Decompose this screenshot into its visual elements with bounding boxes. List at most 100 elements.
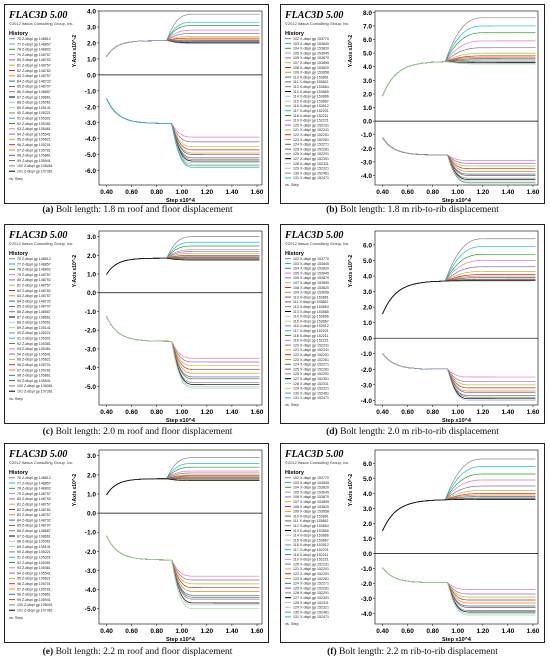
lower-series-line bbox=[106, 316, 260, 389]
x-tick-label: 1.60 bbox=[527, 628, 540, 635]
legend-entry: 114 X-displ gp 153866 bbox=[293, 534, 329, 538]
legend-entry: 126 X-displ gp 152291 bbox=[293, 152, 329, 156]
x-tick-label: 1.40 bbox=[226, 409, 239, 416]
x-tick-label: 0.60 bbox=[401, 628, 414, 635]
legend-entry: 126 X-displ gp 152291 bbox=[293, 591, 329, 595]
legend-vs-step: vs. Step bbox=[285, 403, 299, 407]
y-tick-label: 4.0 bbox=[87, 9, 96, 16]
legend-entry: 102 X-displ gp 153770 bbox=[293, 257, 329, 261]
legend-entry: 94 Z-displ gp 105541 bbox=[17, 352, 51, 356]
legend-entry: 87 Z-displ gp 108661 bbox=[17, 315, 51, 319]
y-tick-label: 0.0 bbox=[363, 119, 372, 126]
upper-series-line bbox=[382, 280, 536, 315]
x-tick-label: 1.00 bbox=[451, 628, 464, 635]
legend-entry: 123 X-displ gp 152261 bbox=[293, 358, 329, 362]
legend-entry: 117 X-displ gp 152201 bbox=[293, 329, 329, 333]
legend-vs-step: vs. Step bbox=[9, 616, 23, 620]
legend-entry: 106 X-displ gp 153870 bbox=[293, 56, 329, 60]
x-tick-label: 1.00 bbox=[175, 628, 188, 635]
legend-entry: 130 X-displ gp 152461 bbox=[293, 610, 329, 614]
legend-entry: 129 X-displ gp 152321 bbox=[293, 606, 329, 610]
legend-entry: 90 Z-displ gp 105221 bbox=[17, 331, 51, 335]
legend-entry: 116 X-displ gp 153912 bbox=[293, 104, 329, 108]
legend-entry: 125 X-displ gp 152281 bbox=[293, 367, 329, 371]
legend-entry: 113 X-displ gp 153865 bbox=[293, 90, 329, 94]
legend-entry: 113 X-displ gp 153865 bbox=[293, 310, 329, 314]
x-tick-label: 1.20 bbox=[201, 409, 214, 416]
header-copyright: ©2012 Itasca Consulting Group, Inc. bbox=[9, 460, 74, 465]
x-tick-label: 1.40 bbox=[502, 628, 515, 635]
legend-entry: 89 Z-displ gp 105141 bbox=[17, 326, 51, 330]
upper-series-line bbox=[382, 277, 536, 315]
legend-entry: 97 Z-displ gp 105781 bbox=[17, 587, 51, 591]
caption-b: (b) Bolt length: 1.8 m rib-to-rib displa… bbox=[326, 205, 499, 215]
legend-entry: 121 X-displ gp 152241 bbox=[293, 567, 329, 571]
lower-series-line bbox=[106, 535, 260, 581]
legend-entry: 104 X-displ gp 153820 bbox=[293, 267, 329, 271]
legend-entry: 101 Z-displ gp 107361 bbox=[17, 390, 53, 394]
x-tick-label: 0.40 bbox=[100, 628, 113, 635]
lower-series-line bbox=[382, 137, 536, 164]
upper-series-line bbox=[106, 478, 260, 496]
header-title: FLAC3D 5.00 bbox=[284, 449, 343, 460]
y-tick-label: -2.0 bbox=[85, 328, 97, 335]
header-title: FLAC3D 5.00 bbox=[284, 10, 343, 21]
lower-series-line bbox=[106, 316, 260, 374]
lower-series-line bbox=[382, 353, 536, 378]
x-tick-label: 1.40 bbox=[226, 628, 239, 635]
lower-series-line bbox=[382, 567, 536, 608]
legend-entry: 89 Z-displ gp 105141 bbox=[17, 545, 51, 549]
y-tick-label: 0.0 bbox=[363, 336, 372, 343]
lower-series-line bbox=[106, 535, 260, 596]
y-tick-label: 7.0 bbox=[363, 23, 372, 30]
history-label: History bbox=[9, 470, 29, 476]
y-tick-label: -3.0 bbox=[361, 596, 373, 603]
lower-series-line bbox=[106, 316, 260, 387]
plot-frame bbox=[98, 230, 263, 406]
x-axis-label: Step x10^4 bbox=[442, 418, 472, 424]
legend-entry: 110 X-displ gp 153861 bbox=[293, 514, 329, 518]
legend-entry: 118 X-displ gp 152211 bbox=[293, 553, 328, 557]
legend-entry: 96 Z-displ gp 105701 bbox=[17, 582, 51, 586]
upper-series-line bbox=[382, 496, 536, 531]
legend-entry: 95 Z-displ gp 105621 bbox=[17, 138, 51, 142]
y-tick-label: 2.0 bbox=[87, 253, 96, 260]
legend-vs-step: vs. Step bbox=[285, 622, 299, 626]
legend-entry: 79 Z-displ gp 148757 bbox=[17, 492, 51, 496]
upper-series-line bbox=[106, 40, 260, 57]
legend-entry: 107 X-displ gp 153895 bbox=[293, 281, 329, 285]
y-tick-label: 3.0 bbox=[363, 289, 372, 296]
lower-series-line bbox=[382, 567, 536, 590]
upper-series-line bbox=[382, 473, 536, 531]
legend-entry: 117 X-displ gp 152201 bbox=[293, 109, 329, 113]
legend-entry: 125 X-displ gp 152281 bbox=[293, 147, 329, 151]
legend-entry: 112 X-displ gp 153664 bbox=[293, 305, 329, 309]
header-title: FLAC3D 5.00 bbox=[284, 230, 343, 241]
legend-entry: 99 Z-displ gp 105941 bbox=[17, 379, 51, 383]
legend-entry: 83 Z-displ gp 148757 bbox=[17, 513, 51, 517]
legend-entry: 106 X-displ gp 153870 bbox=[293, 276, 329, 280]
x-tick-label: 0.40 bbox=[100, 409, 113, 416]
y-axis-label: Y-Axis x10^-2 bbox=[72, 35, 78, 68]
x-tick-label: 1.20 bbox=[477, 409, 490, 416]
legend-entry: 131 X-displ gp 152471 bbox=[293, 176, 329, 180]
chart-panel-e: FLAC3D 5.00 ©2012 Itasca Consulting Group… bbox=[4, 443, 269, 643]
legend-entry: 76 Z-displ gp 148812 bbox=[17, 257, 51, 261]
legend-entry: 115 X-displ gp 153867 bbox=[293, 319, 329, 323]
legend-entry: 94 Z-displ gp 105541 bbox=[17, 132, 51, 136]
x-tick-label: 0.40 bbox=[376, 189, 389, 196]
y-tick-label: -1.0 bbox=[85, 88, 97, 95]
legend-entry: 115 X-displ gp 153867 bbox=[293, 538, 329, 542]
legend-entry: 103 X-displ gp 153845 bbox=[293, 481, 329, 485]
legend-entry: 109 X-displ gp 153658 bbox=[293, 291, 329, 295]
lower-series-line bbox=[382, 353, 536, 398]
chart-panel-b: FLAC3D 5.00 ©2012 Itasca Consulting Group… bbox=[280, 4, 545, 204]
legend-entry: 106 X-displ gp 153870 bbox=[293, 495, 329, 499]
legend-entry: 130 X-displ gp 152461 bbox=[293, 391, 329, 395]
legend-entry: 105 X-displ gp 153645 bbox=[293, 51, 329, 55]
legend-entry: 126 X-displ gp 152291 bbox=[293, 372, 329, 376]
y-tick-label: 2.0 bbox=[363, 91, 372, 98]
x-tick-label: 1.60 bbox=[527, 409, 540, 416]
legend-entry: 108 X-displ gp 153820 bbox=[293, 66, 329, 70]
y-tick-label: 1.0 bbox=[87, 272, 96, 279]
